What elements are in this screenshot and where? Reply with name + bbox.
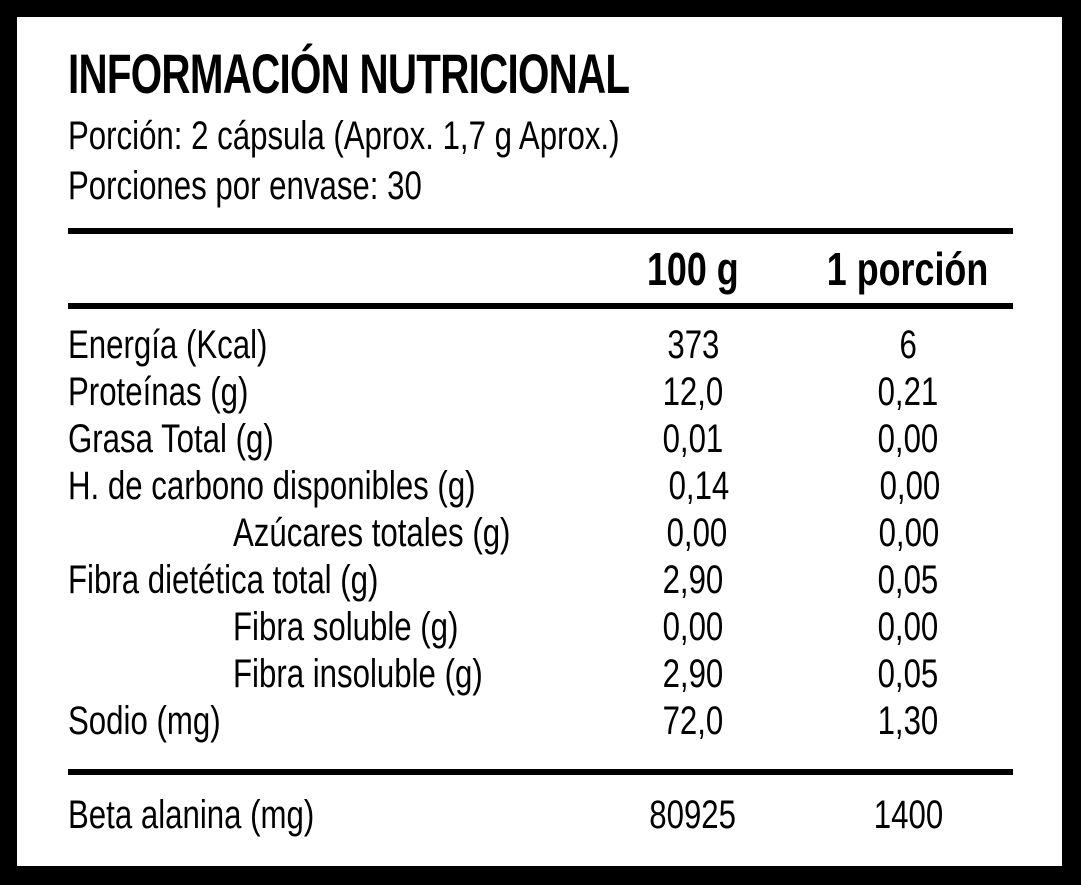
nutrient-name-text: Grasa Total (g): [68, 417, 274, 461]
nutrient-name-text: Azúcares totales (g): [233, 511, 511, 555]
table-row-carbohidratos: H. de carbono disponibles (g) 0,14 0,00: [68, 463, 1013, 510]
value-per-portion-text: 0,00: [879, 511, 940, 555]
table-row-azucares: Azúcares totales (g) 0,00 0,00: [68, 510, 1013, 557]
nutrient-name: H. de carbono disponibles (g): [68, 464, 591, 509]
nutrient-name: Energía (Kcal): [68, 323, 583, 368]
value-per-portion: 0,00: [803, 605, 1013, 650]
value-per-portion: 0,05: [803, 652, 1013, 697]
value-per-portion: 0,05: [803, 558, 1013, 603]
value-per-portion-text: 1400: [873, 793, 943, 837]
servings-per-container-line: Porciones por envase: 30: [68, 161, 1013, 211]
value-per-100g-text: 0,00: [666, 511, 728, 555]
value-per-portion: 1,30: [803, 699, 1013, 744]
nutrient-name-text: Beta alanina (mg): [68, 793, 315, 837]
value-per-portion: 0,21: [803, 370, 1013, 415]
servings-per-container-text: Porciones por envase: 30: [68, 164, 422, 208]
divider-top: [68, 228, 1013, 234]
value-per-100g: 2,90: [583, 558, 803, 603]
serving-size-text: Porción: 2 cápsula (Aprox. 1,7 g Aprox.): [68, 114, 620, 158]
divider-header: [68, 303, 1013, 309]
divider-footer: [68, 769, 1013, 775]
nutrient-name-text: H. de carbono disponibles (g): [68, 464, 476, 508]
value-per-100g: 373: [583, 323, 803, 368]
value-per-100g: 0,01: [583, 417, 803, 462]
table-row-grasa-total: Grasa Total (g) 0,01 0,00: [68, 416, 1013, 463]
value-per-100g: 0,00: [583, 605, 803, 650]
nutrient-name-text: Fibra dietética total (g): [68, 558, 379, 602]
nutrient-name: Beta alanina (mg): [68, 793, 583, 838]
nutrient-rows: Energía (Kcal) 373 6 Proteínas (g) 12,0 …: [68, 322, 1013, 745]
value-per-portion: 0,00: [803, 417, 1013, 462]
table-header-row: 100 g 1 porción: [68, 234, 1013, 303]
nutrition-label: INFORMACIÓN NUTRICIONAL Porción: 2 cápsu…: [17, 17, 1062, 866]
value-per-100g: 80925: [583, 793, 803, 838]
value-per-portion-text: 0,00: [877, 605, 939, 649]
value-per-portion-text: 0,00: [879, 464, 941, 508]
table-row-fibra-total: Fibra dietética total (g) 2,90 0,05: [68, 557, 1013, 604]
nutrient-name: Azúcares totales (g): [68, 511, 589, 556]
value-per-portion-text: 0,05: [877, 558, 939, 602]
table-row-fibra-soluble: Fibra soluble (g) 0,00 0,00: [68, 604, 1013, 651]
column-header-100g-text: 100 g: [647, 242, 739, 295]
table-row-fibra-insoluble: Fibra insoluble (g) 2,90 0,05: [68, 651, 1013, 698]
nutrient-name-text: Fibra insoluble (g): [233, 652, 483, 696]
value-per-100g-text: 72,0: [662, 699, 724, 743]
nutrient-name: Sodio (mg): [68, 699, 583, 744]
value-per-portion: 1400: [803, 793, 1013, 838]
column-header-portion-text: 1 porción: [827, 242, 989, 295]
nutrient-name-text: Proteínas (g): [68, 370, 249, 414]
value-per-100g-text: 0,01: [662, 417, 724, 461]
value-per-100g: 0,00: [589, 511, 806, 556]
table-row-sodio: Sodio (mg) 72,0 1,30: [68, 698, 1013, 745]
value-per-100g-text: 0,14: [668, 464, 729, 508]
value-per-portion-text: 0,21: [877, 370, 939, 414]
value-per-100g-text: 2,90: [662, 652, 724, 696]
table-row-beta-alanina: Beta alanina (mg) 80925 1400: [68, 792, 1013, 839]
value-per-100g: 2,90: [583, 652, 803, 697]
value-per-100g-text: 80925: [649, 793, 737, 837]
value-per-portion: 0,00: [806, 511, 1013, 556]
value-per-100g-text: 2,90: [662, 558, 724, 602]
value-per-100g: 0,14: [591, 464, 807, 509]
value-per-100g-text: 373: [666, 323, 720, 367]
table-row-proteinas: Proteínas (g) 12,0 0,21: [68, 369, 1013, 416]
value-per-100g-text: 12,0: [662, 370, 724, 414]
nutrient-name: Fibra insoluble (g): [68, 652, 583, 697]
nutrient-name: Fibra dietética total (g): [68, 558, 583, 603]
nutrient-name: Fibra soluble (g): [68, 605, 583, 650]
table-row-energia: Energía (Kcal) 373 6: [68, 322, 1013, 369]
page-title-text: INFORMACIÓN NUTRICIONAL: [68, 42, 630, 105]
nutrient-name: Grasa Total (g): [68, 417, 583, 462]
value-per-portion-text: 6: [899, 323, 917, 367]
nutrient-name: Proteínas (g): [68, 370, 583, 415]
value-per-portion-text: 0,05: [877, 652, 939, 696]
value-per-portion: 6: [803, 323, 1013, 368]
value-per-100g: 72,0: [583, 699, 803, 744]
page-title: INFORMACIÓN NUTRICIONAL: [68, 45, 1013, 103]
nutrient-name-text: Sodio (mg): [68, 699, 221, 743]
column-header-portion: 1 porción: [803, 242, 1013, 296]
serving-size-line: Porción: 2 cápsula (Aprox. 1,7 g Aprox.): [68, 111, 1013, 161]
column-header-100g: 100 g: [583, 242, 803, 296]
value-per-portion-text: 1,30: [877, 699, 939, 743]
value-per-portion-text: 0,00: [877, 417, 939, 461]
value-per-portion: 0,00: [807, 464, 1013, 509]
value-per-100g: 12,0: [583, 370, 803, 415]
nutrient-name-text: Energía (Kcal): [68, 323, 268, 367]
value-per-100g-text: 0,00: [662, 605, 724, 649]
nutrient-name-text: Fibra soluble (g): [233, 605, 459, 649]
